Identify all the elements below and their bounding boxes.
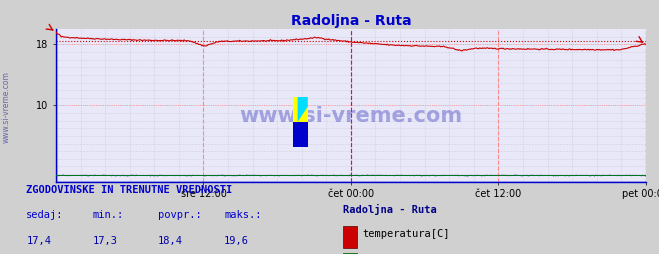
Text: www.si-vreme.com: www.si-vreme.com: [239, 106, 463, 126]
Text: min.:: min.:: [92, 211, 123, 220]
Text: sedaj:: sedaj:: [26, 211, 64, 220]
Text: 17,4: 17,4: [26, 236, 51, 246]
Text: 17,3: 17,3: [92, 236, 117, 246]
Text: maks.:: maks.:: [224, 211, 262, 220]
Text: www.si-vreme.com: www.si-vreme.com: [2, 71, 11, 142]
Text: Radoljna - Ruta: Radoljna - Ruta: [343, 204, 436, 215]
Text: ZGODOVINSKE IN TRENUTNE VREDNOSTI: ZGODOVINSKE IN TRENUTNE VREDNOSTI: [26, 185, 233, 195]
Title: Radoljna - Ruta: Radoljna - Ruta: [291, 14, 411, 28]
Text: povpr.:: povpr.:: [158, 211, 202, 220]
Text: 18,4: 18,4: [158, 236, 183, 246]
Polygon shape: [298, 97, 308, 122]
Text: 19,6: 19,6: [224, 236, 249, 246]
Text: temperatura[C]: temperatura[C]: [362, 230, 450, 240]
Polygon shape: [293, 97, 308, 122]
Polygon shape: [293, 122, 308, 147]
